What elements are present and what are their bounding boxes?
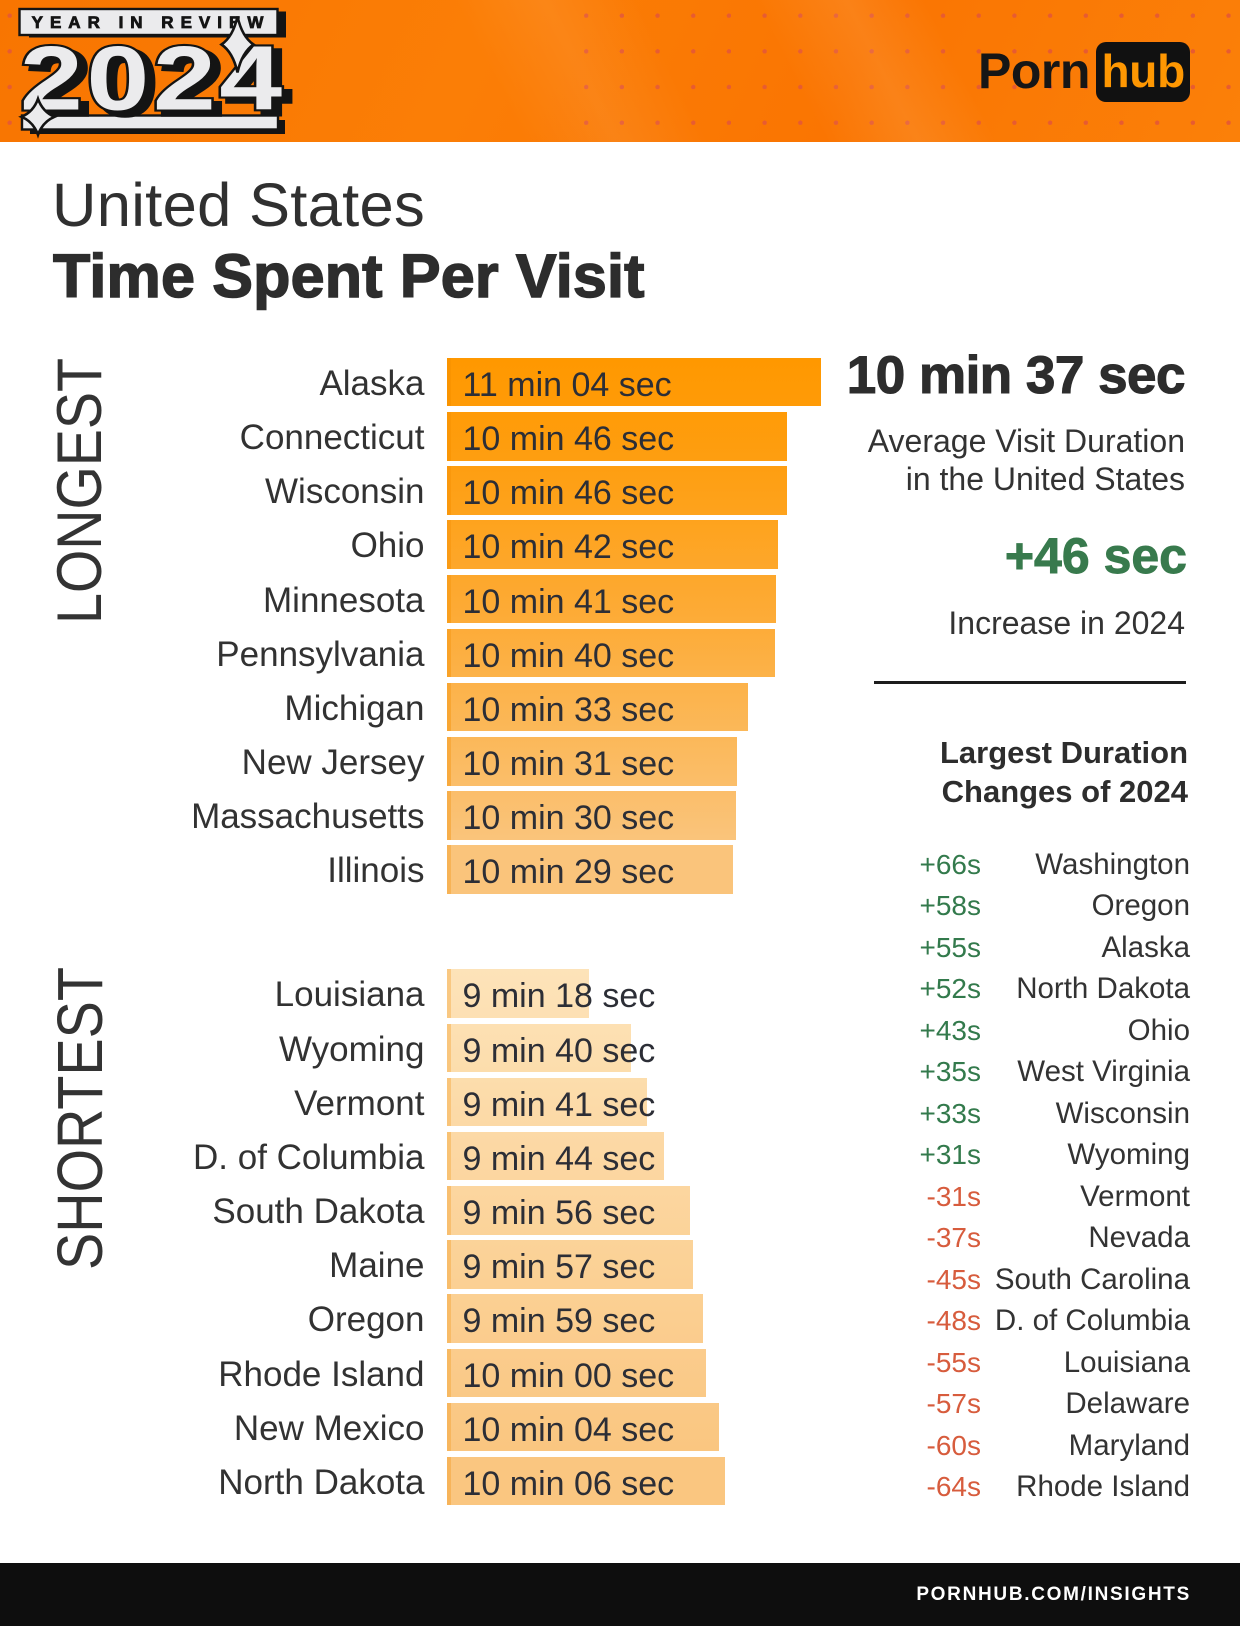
svg-text:YEAR IN REVIEW: YEAR IN REVIEW xyxy=(32,13,271,32)
svg-text:2024: 2024 xyxy=(27,31,293,133)
svg-text:SHORTEST: SHORTEST xyxy=(55,967,116,1270)
svg-text:hub: hub xyxy=(1102,45,1185,97)
svg-text:LONGEST: LONGEST xyxy=(54,358,115,624)
svg-text:2024: 2024 xyxy=(20,27,286,129)
svg-text:Porn: Porn xyxy=(978,43,1090,99)
